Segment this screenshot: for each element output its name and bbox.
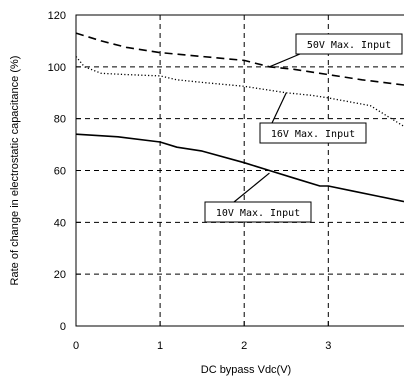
y-tick-label: 60 (54, 166, 66, 178)
x-tick-label: 1 (157, 340, 163, 352)
grid-lines (76, 15, 404, 326)
annotation-label: 50V Max. Input (307, 40, 391, 51)
y-axis-label: Rate of change in electrostatic capacita… (9, 56, 21, 286)
annotation-box (259, 122, 367, 144)
annotation-label: 16V Max. Input (271, 129, 355, 140)
annotation-label: 10V Max. Input (216, 208, 300, 219)
x-tick-label: 0 (73, 340, 79, 352)
annotation-box (204, 201, 312, 223)
x-tick-label: 2 (241, 340, 247, 352)
x-tick-label: 3 (325, 340, 331, 352)
y-tick-label: 100 (48, 62, 66, 74)
series-lines (75, 32, 404, 203)
series-line-16v (75, 56, 404, 127)
annotation-leader (269, 53, 301, 68)
annotation-leader (271, 92, 287, 124)
annotation-leader (233, 172, 270, 203)
y-tick-label: 20 (54, 269, 66, 281)
axis-ticks: 0 1 2 3 0 20 40 60 80 100 120 (48, 10, 332, 352)
annotation-box (295, 33, 403, 55)
y-tick-label: 80 (54, 114, 66, 126)
y-tick-label: 40 (54, 217, 66, 229)
series-line-50v (75, 32, 404, 86)
annotations: 50V Max. Input 16V Max. Input 10V Max. Inp… (204, 33, 403, 223)
y-tick-label: 0 (60, 321, 66, 333)
x-axis-label: DC bypass Vdc(V) (201, 364, 291, 376)
series-line-10v (75, 133, 404, 203)
y-tick-label: 120 (48, 10, 66, 22)
